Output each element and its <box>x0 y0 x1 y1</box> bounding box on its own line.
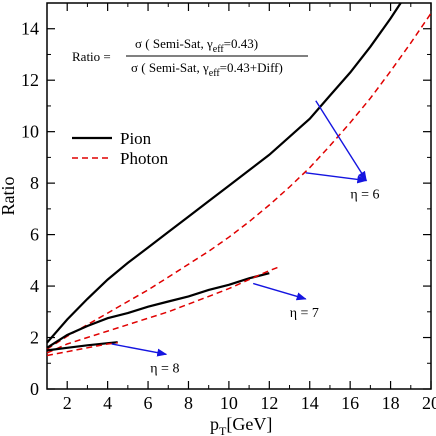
eta-label-2: η = 8 <box>150 361 179 376</box>
x-tick-label: 18 <box>382 393 400 413</box>
y-tick-label: 2 <box>30 328 39 348</box>
y-tick-label: 8 <box>30 173 39 193</box>
annotation-arrow <box>111 343 168 357</box>
annotation-arrow <box>252 282 307 301</box>
x-tick-label: 10 <box>220 393 238 413</box>
legend-pion-label: Pion <box>120 129 152 148</box>
x-axis-label: pT[GeV] <box>210 414 272 436</box>
series-line-3 <box>46 266 280 354</box>
x-tick-label: 8 <box>184 393 193 413</box>
legend: Pion Photon <box>72 129 169 168</box>
y-tick-label: 6 <box>30 225 39 245</box>
axis-ticks: 2 4 6 8 10 12 14 16 18 20 0 2 4 6 8 10 12 14 <box>21 2 436 413</box>
y-axis-label: Ratio <box>0 177 18 216</box>
y-tick-label: 14 <box>21 19 39 39</box>
legend-photon-label: Photon <box>120 149 169 168</box>
formula: Ratio = σ ( Semi-Sat, γeff=0.43) σ ( Sem… <box>72 36 308 79</box>
annotations: η = 6 η = 7 η = 8 <box>111 100 380 376</box>
annotation-arrow <box>315 100 367 182</box>
eta-label-0: η = 6 <box>350 188 379 203</box>
y-tick-label: 10 <box>21 122 39 142</box>
annotation-arrow <box>305 172 368 184</box>
series-curves <box>46 2 432 357</box>
x-tick-label: 6 <box>144 393 153 413</box>
series-line-5 <box>46 341 118 357</box>
y-tick-label: 12 <box>21 70 39 90</box>
x-tick-label: 4 <box>103 393 112 413</box>
x-tick-label: 12 <box>260 393 278 413</box>
formula-numerator: σ ( Semi-Sat, γeff=0.43) <box>135 36 258 55</box>
formula-lhs: Ratio = <box>72 49 111 64</box>
y-tick-label: 0 <box>30 379 39 399</box>
x-tick-label: 16 <box>341 393 359 413</box>
y-tick-label: 4 <box>30 276 39 296</box>
series-line-1 <box>46 12 432 350</box>
x-tick-label: 2 <box>63 393 72 413</box>
eta-label-1: η = 7 <box>290 306 319 321</box>
plot-frame <box>46 2 432 390</box>
x-tick-label: 14 <box>301 393 319 413</box>
series-line-2 <box>46 272 270 349</box>
x-tick-label: 20 <box>422 393 436 413</box>
formula-denominator: σ ( Semi-Sat, γeff=0.43+Diff) <box>131 60 283 79</box>
series-line-0 <box>46 2 402 344</box>
